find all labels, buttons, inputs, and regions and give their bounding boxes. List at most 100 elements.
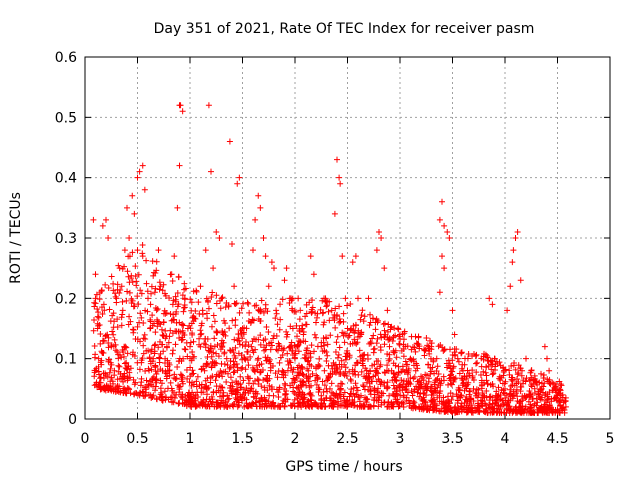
- data-point: [93, 291, 100, 298]
- data-point: [131, 210, 138, 217]
- data-point: [140, 335, 147, 342]
- data-point: [319, 310, 326, 317]
- data-point: [509, 376, 516, 383]
- data-point: [335, 351, 342, 358]
- data-point: [137, 287, 144, 294]
- data-point: [466, 370, 473, 377]
- data-point: [100, 385, 107, 392]
- data-point: [125, 321, 132, 328]
- data-point: [264, 308, 271, 315]
- data-point: [396, 340, 403, 347]
- data-point: [340, 393, 347, 400]
- data-point: [231, 283, 238, 290]
- data-point: [482, 369, 489, 376]
- data-point: [466, 406, 473, 413]
- data-point: [425, 361, 432, 368]
- data-point: [179, 400, 186, 407]
- data-point: [124, 204, 130, 211]
- data-point: [391, 385, 398, 392]
- data-point: [301, 354, 308, 361]
- data-point: [287, 343, 294, 350]
- data-point: [108, 273, 115, 280]
- data-point: [273, 386, 280, 393]
- data-point: [336, 319, 343, 326]
- data-point: [112, 347, 119, 354]
- data-point: [115, 262, 122, 269]
- data-point: [268, 342, 275, 349]
- data-point: [414, 389, 421, 396]
- data-point: [249, 316, 256, 323]
- data-point: [412, 348, 419, 355]
- data-point: [224, 370, 231, 377]
- data-point: [119, 311, 126, 318]
- x-tick-label: 2: [291, 431, 300, 447]
- data-point: [388, 323, 395, 330]
- data-point: [332, 305, 339, 312]
- data-point: [244, 299, 251, 306]
- data-point: [298, 383, 305, 390]
- data-point: [138, 290, 145, 297]
- data-point: [230, 369, 237, 376]
- data-point: [198, 381, 205, 388]
- data-point: [126, 369, 133, 376]
- data-point: [318, 343, 325, 350]
- data-point: [292, 355, 298, 362]
- data-point: [331, 210, 338, 217]
- data-point: [255, 307, 262, 314]
- data-point: [557, 403, 564, 410]
- data-point: [157, 321, 164, 328]
- data-point: [121, 360, 128, 367]
- data-point: [440, 394, 447, 401]
- data-point: [224, 361, 231, 368]
- data-point: [472, 360, 479, 367]
- data-point: [263, 324, 270, 331]
- data-point: [261, 347, 268, 354]
- data-point: [219, 344, 226, 351]
- data-point: [347, 341, 354, 348]
- data-point: [366, 322, 373, 329]
- data-point: [142, 336, 149, 343]
- data-point: [332, 369, 339, 376]
- data-point: [172, 341, 179, 348]
- data-point: [213, 292, 220, 299]
- data-point: [331, 368, 338, 375]
- data-point: [215, 399, 222, 406]
- data-point: [469, 367, 476, 374]
- data-point: [249, 364, 256, 371]
- data-point: [122, 343, 129, 350]
- data-point: [175, 328, 182, 335]
- data-point: [281, 380, 288, 387]
- data-point: [394, 325, 401, 332]
- data-point: [244, 373, 251, 380]
- data-point: [410, 375, 417, 382]
- data-point: [179, 321, 186, 328]
- data-point: [441, 265, 448, 272]
- data-point: [232, 316, 239, 323]
- data-point: [500, 401, 507, 408]
- data-point: [561, 397, 568, 404]
- data-point: [507, 283, 514, 290]
- data-point: [137, 382, 144, 389]
- data-point: [277, 301, 284, 308]
- data-point: [92, 271, 99, 278]
- data-point: [396, 384, 403, 391]
- data-point: [115, 362, 122, 369]
- data-point: [484, 381, 491, 388]
- data-point: [200, 389, 207, 396]
- data-point: [441, 346, 448, 353]
- data-point: [557, 386, 564, 393]
- data-point: [162, 292, 169, 299]
- data-point: [92, 295, 99, 302]
- data-point: [149, 312, 156, 319]
- data-point: [153, 267, 160, 274]
- data-point: [313, 372, 320, 379]
- data-point: [402, 358, 409, 365]
- data-point: [180, 322, 187, 329]
- data-point: [473, 369, 480, 376]
- data-point: [548, 398, 555, 405]
- data-point: [286, 343, 293, 350]
- data-point: [463, 409, 470, 416]
- data-point: [294, 343, 301, 350]
- data-point: [152, 387, 159, 394]
- data-point: [202, 377, 209, 384]
